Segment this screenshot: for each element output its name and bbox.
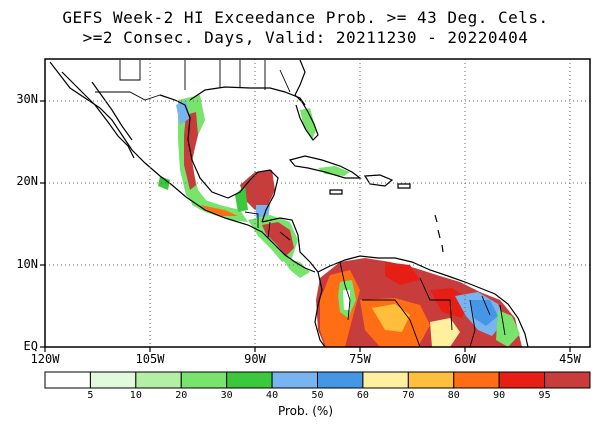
colorbar-swatch xyxy=(180,371,228,389)
colorbar-swatch xyxy=(453,371,500,389)
colorbar-swatch xyxy=(89,371,137,389)
longitude-label: 105W xyxy=(135,352,165,366)
longitude-label: 90W xyxy=(244,352,266,366)
colorbar-swatch xyxy=(317,371,364,389)
probability-shading xyxy=(158,95,522,347)
colorbar-tick-label: 50 xyxy=(311,390,324,401)
longitude-label: 75W xyxy=(349,352,371,366)
latitude-label: 20N xyxy=(16,174,38,189)
colorbar-tick-label: 60 xyxy=(356,390,369,401)
colorbar-tick-label: 30 xyxy=(220,390,233,401)
colorbar-swatch xyxy=(271,371,319,389)
latitude-label: 10N xyxy=(16,256,38,271)
latitude-label: 30N xyxy=(16,92,38,107)
longitude-label: 45W xyxy=(559,352,581,366)
colorbar-tick-label: 95 xyxy=(538,390,551,401)
longitude-label: 60W xyxy=(454,352,476,366)
colorbar-swatch xyxy=(407,371,455,389)
colorbar-tick-label: 80 xyxy=(447,390,460,401)
colorbar-tick-label: 70 xyxy=(402,390,415,401)
colorbar-swatch xyxy=(226,371,273,389)
colorbar-tick-label: 90 xyxy=(493,390,506,401)
colorbar-swatch xyxy=(498,371,546,389)
colorbar-swatch xyxy=(44,371,91,389)
colorbar-tick-label: 20 xyxy=(175,390,188,401)
colorbar-tick-label: 5 xyxy=(87,390,94,401)
colorbar-swatch xyxy=(135,371,182,389)
grid-lines xyxy=(45,59,590,347)
axis-ticks xyxy=(40,100,571,352)
colorbar-swatch xyxy=(544,371,591,389)
longitude-label: 120W xyxy=(30,352,60,366)
borders xyxy=(95,60,506,347)
colorbar-tick-label: 10 xyxy=(129,390,142,401)
map-title-line-2: >=2 Consec. Days, Valid: 20211230 - 2022… xyxy=(82,28,529,47)
colorbar-swatch xyxy=(362,371,409,389)
map-frame xyxy=(44,58,591,348)
colorbar-tick-label: 40 xyxy=(266,390,279,401)
map-title-line-1: GEFS Week-2 HI Exceedance Prob. >= 43 De… xyxy=(62,8,549,27)
colorbar-title: Prob. (%) xyxy=(277,404,334,418)
coastlines xyxy=(49,59,529,347)
latitude-label: EQ xyxy=(23,339,38,353)
